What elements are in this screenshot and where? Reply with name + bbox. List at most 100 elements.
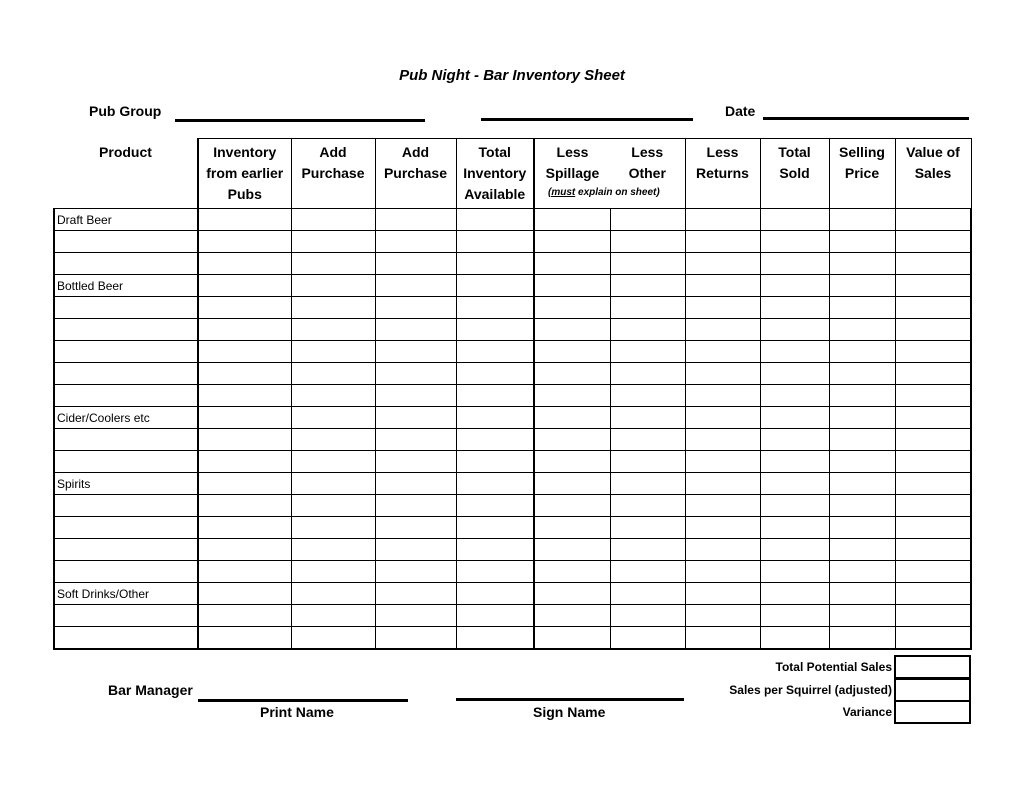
entry-cell[interactable] <box>197 450 292 473</box>
entry-cell[interactable] <box>828 450 896 473</box>
entry-cell[interactable] <box>684 318 761 341</box>
entry-cell[interactable] <box>197 626 292 650</box>
entry-cell[interactable] <box>759 582 830 605</box>
entry-cell[interactable] <box>684 296 761 319</box>
entry-cell[interactable] <box>533 516 611 539</box>
entry-cell[interactable] <box>374 428 457 451</box>
entry-cell[interactable] <box>455 362 535 385</box>
entry-cell[interactable] <box>609 296 686 319</box>
entry-cell[interactable] <box>759 252 830 275</box>
entry-cell[interactable] <box>290 208 376 231</box>
entry-cell[interactable] <box>894 230 972 253</box>
entry-cell[interactable] <box>455 230 535 253</box>
entry-cell[interactable] <box>290 494 376 517</box>
entry-cell[interactable] <box>894 450 972 473</box>
entry-cell[interactable] <box>197 516 292 539</box>
entry-cell[interactable] <box>290 604 376 627</box>
entry-cell[interactable] <box>609 494 686 517</box>
entry-cell[interactable] <box>759 560 830 583</box>
entry-cell[interactable] <box>684 494 761 517</box>
product-cell[interactable] <box>53 450 199 473</box>
entry-cell[interactable] <box>290 406 376 429</box>
entry-cell[interactable] <box>609 274 686 297</box>
entry-cell[interactable] <box>828 626 896 650</box>
entry-cell[interactable] <box>374 538 457 561</box>
entry-cell[interactable] <box>455 538 535 561</box>
entry-cell[interactable] <box>684 208 761 231</box>
entry-cell[interactable] <box>374 450 457 473</box>
entry-cell[interactable] <box>894 274 972 297</box>
entry-cell[interactable] <box>759 230 830 253</box>
entry-cell[interactable] <box>828 208 896 231</box>
entry-cell[interactable] <box>374 560 457 583</box>
product-cell[interactable] <box>53 604 199 627</box>
entry-cell[interactable] <box>290 582 376 605</box>
entry-cell[interactable] <box>759 538 830 561</box>
entry-cell[interactable] <box>533 340 611 363</box>
entry-cell[interactable] <box>374 340 457 363</box>
entry-cell[interactable] <box>759 406 830 429</box>
entry-cell[interactable] <box>197 252 292 275</box>
entry-cell[interactable] <box>609 582 686 605</box>
entry-cell[interactable] <box>197 208 292 231</box>
entry-cell[interactable] <box>290 296 376 319</box>
product-cell[interactable] <box>53 318 199 341</box>
entry-cell[interactable] <box>374 318 457 341</box>
entry-cell[interactable] <box>684 274 761 297</box>
entry-cell[interactable] <box>455 384 535 407</box>
entry-cell[interactable] <box>533 252 611 275</box>
entry-cell[interactable] <box>533 274 611 297</box>
entry-cell[interactable] <box>455 274 535 297</box>
entry-cell[interactable] <box>197 318 292 341</box>
entry-cell[interactable] <box>374 362 457 385</box>
entry-cell[interactable] <box>828 538 896 561</box>
entry-cell[interactable] <box>609 340 686 363</box>
entry-cell[interactable] <box>894 604 972 627</box>
entry-cell[interactable] <box>828 604 896 627</box>
entry-cell[interactable] <box>455 604 535 627</box>
entry-cell[interactable] <box>684 428 761 451</box>
sign-name-field[interactable] <box>456 698 684 701</box>
entry-cell[interactable] <box>894 208 972 231</box>
entry-cell[interactable] <box>759 450 830 473</box>
entry-cell[interactable] <box>609 516 686 539</box>
entry-cell[interactable] <box>533 472 611 495</box>
entry-cell[interactable] <box>533 450 611 473</box>
entry-cell[interactable] <box>894 362 972 385</box>
product-cell[interactable] <box>53 340 199 363</box>
entry-cell[interactable] <box>533 626 611 650</box>
entry-cell[interactable] <box>533 362 611 385</box>
entry-cell[interactable] <box>374 230 457 253</box>
date-field[interactable] <box>763 117 969 120</box>
entry-cell[interactable] <box>828 252 896 275</box>
entry-cell[interactable] <box>290 560 376 583</box>
entry-cell[interactable] <box>533 428 611 451</box>
entry-cell[interactable] <box>197 428 292 451</box>
entry-cell[interactable] <box>828 406 896 429</box>
entry-cell[interactable] <box>609 472 686 495</box>
entry-cell[interactable] <box>828 428 896 451</box>
entry-cell[interactable] <box>828 560 896 583</box>
entry-cell[interactable] <box>533 208 611 231</box>
entry-cell[interactable] <box>609 604 686 627</box>
entry-cell[interactable] <box>609 450 686 473</box>
variance-field[interactable] <box>894 700 971 724</box>
entry-cell[interactable] <box>290 252 376 275</box>
entry-cell[interactable] <box>609 406 686 429</box>
entry-cell[interactable] <box>828 472 896 495</box>
entry-cell[interactable] <box>533 604 611 627</box>
entry-cell[interactable] <box>828 230 896 253</box>
entry-cell[interactable] <box>533 384 611 407</box>
entry-cell[interactable] <box>290 384 376 407</box>
sales-per-squirrel-field[interactable] <box>894 678 971 702</box>
entry-cell[interactable] <box>197 406 292 429</box>
entry-cell[interactable] <box>197 340 292 363</box>
entry-cell[interactable] <box>684 604 761 627</box>
entry-cell[interactable] <box>894 340 972 363</box>
total-potential-sales-field[interactable] <box>894 655 971 679</box>
entry-cell[interactable] <box>290 340 376 363</box>
entry-cell[interactable] <box>609 428 686 451</box>
entry-cell[interactable] <box>759 318 830 341</box>
entry-cell[interactable] <box>684 340 761 363</box>
entry-cell[interactable] <box>455 252 535 275</box>
